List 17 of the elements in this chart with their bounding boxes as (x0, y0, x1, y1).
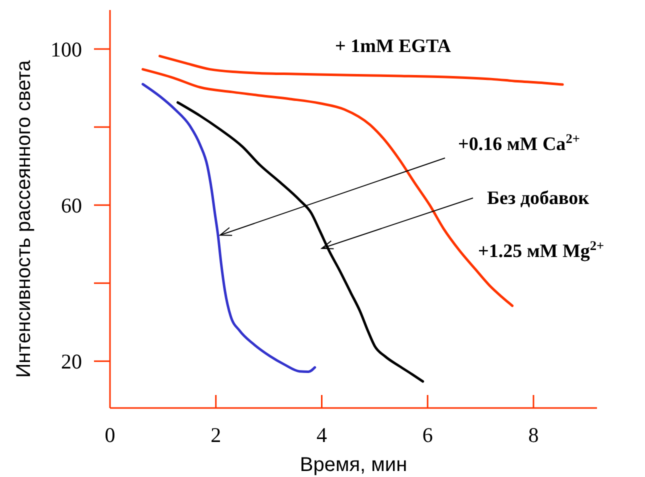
y-tick-label: 60 (61, 193, 82, 218)
annotation: Без добавок (487, 188, 590, 209)
annotation: +1.25 мМ Mg$^{2+}$ (478, 238, 604, 262)
annotation: + 1mM EGTA (335, 36, 452, 57)
line-series (158, 54, 564, 86)
x-tick-label: 0 (104, 423, 116, 447)
x-tick-label: 4 (316, 423, 328, 447)
x-tick-label: 2 (210, 423, 222, 447)
annotation: +0.16 мМ Ca$^{2+}$ (458, 130, 580, 155)
y-tick-label: 100 (50, 37, 82, 62)
x-tick-label: 6 (422, 423, 433, 447)
x-tick-label: 8 (528, 423, 539, 447)
y-axis-title: Интенсивность рассеянного света (13, 59, 35, 378)
x-axis-title: Время, мин (300, 454, 408, 476)
line-series (176, 101, 424, 383)
y-tick-label: 20 (61, 350, 82, 374)
line-series (142, 82, 316, 373)
